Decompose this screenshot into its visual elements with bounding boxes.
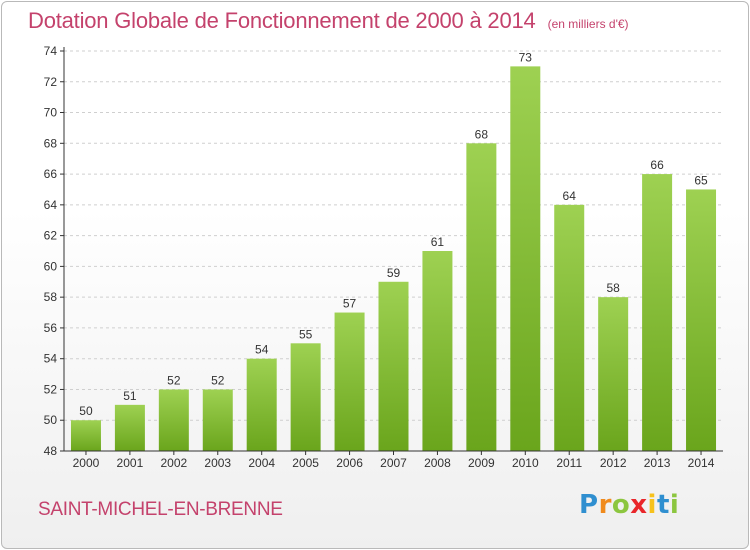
value-label: 50 [79, 404, 93, 418]
value-label: 64 [563, 189, 577, 203]
y-tick-label: 58 [44, 290, 58, 304]
chart-title: Dotation Globale de Fonctionnement de 20… [28, 8, 629, 34]
x-tick-label: 2005 [292, 456, 319, 470]
x-tick-label: 2002 [160, 456, 187, 470]
bar [554, 204, 585, 451]
value-label: 55 [299, 327, 313, 341]
value-label: 59 [387, 266, 401, 280]
bar [70, 420, 101, 451]
value-label: 58 [606, 281, 620, 295]
bar [466, 143, 497, 452]
axes: 48 50 52 54 56 58 60 62 64 66 68 70 72 74 2000 2001 2002… [44, 44, 723, 470]
y-tick-label: 72 [44, 75, 58, 89]
bar [114, 404, 145, 451]
y-tick-label: 74 [44, 44, 58, 58]
y-tick-label: 70 [44, 106, 58, 120]
y-tick-label: 68 [44, 136, 58, 150]
x-tick-label: 2011 [556, 456, 582, 470]
y-tick-label: 60 [44, 259, 58, 273]
x-tick-label: 2000 [73, 456, 100, 470]
bar [642, 174, 673, 452]
place-name: SAINT-MICHEL-EN-BRENNE [38, 499, 283, 520]
x-tick-label: 2009 [468, 456, 495, 470]
y-tick-label: 48 [44, 444, 58, 458]
y-tick-label: 56 [44, 321, 58, 335]
value-label: 68 [475, 127, 489, 141]
y-tick-label: 52 [44, 382, 58, 396]
x-tick-label: 2006 [336, 456, 363, 470]
y-tick-label: 66 [44, 167, 58, 181]
value-label: 66 [650, 158, 664, 172]
x-tick-label: 2013 [644, 456, 671, 470]
bar-series: 50 51 52 52 54 55 57 59 61 68 73 64 58 66 65 [70, 50, 717, 452]
y-tick-label: 54 [44, 352, 58, 366]
bar [202, 389, 233, 451]
bar [686, 189, 717, 451]
x-tick-label: 2014 [688, 456, 715, 470]
x-tick-label: 2008 [424, 456, 451, 470]
value-label: 52 [211, 373, 225, 387]
y-tick-label: 62 [44, 229, 58, 243]
bar [334, 312, 365, 451]
x-tick-label: 2001 [117, 456, 144, 470]
y-tick-label: 50 [44, 413, 58, 427]
x-tick-label: 2007 [380, 456, 407, 470]
x-tick-label: 2003 [204, 456, 231, 470]
value-label: 73 [519, 50, 533, 64]
bar [510, 66, 541, 451]
value-label: 52 [167, 373, 181, 387]
bar [158, 389, 189, 451]
x-tick-label: 2004 [248, 456, 275, 470]
proxiti-logo: Proxiti [579, 490, 680, 520]
value-label: 57 [343, 297, 357, 311]
value-label: 65 [694, 173, 708, 187]
bar [290, 343, 321, 451]
bar [378, 281, 409, 451]
x-tick-label: 2010 [512, 456, 539, 470]
title-text: Dotation Globale de Fonctionnement de 20… [28, 8, 536, 33]
bar [422, 251, 453, 451]
value-label: 61 [431, 235, 445, 249]
bar [246, 358, 277, 451]
x-tick-label: 2012 [600, 456, 627, 470]
value-label: 51 [123, 389, 137, 403]
y-tick-label: 64 [44, 198, 58, 212]
title-unit: (en milliers d'€) [547, 17, 629, 31]
value-label: 54 [255, 343, 269, 357]
bar [598, 297, 629, 451]
